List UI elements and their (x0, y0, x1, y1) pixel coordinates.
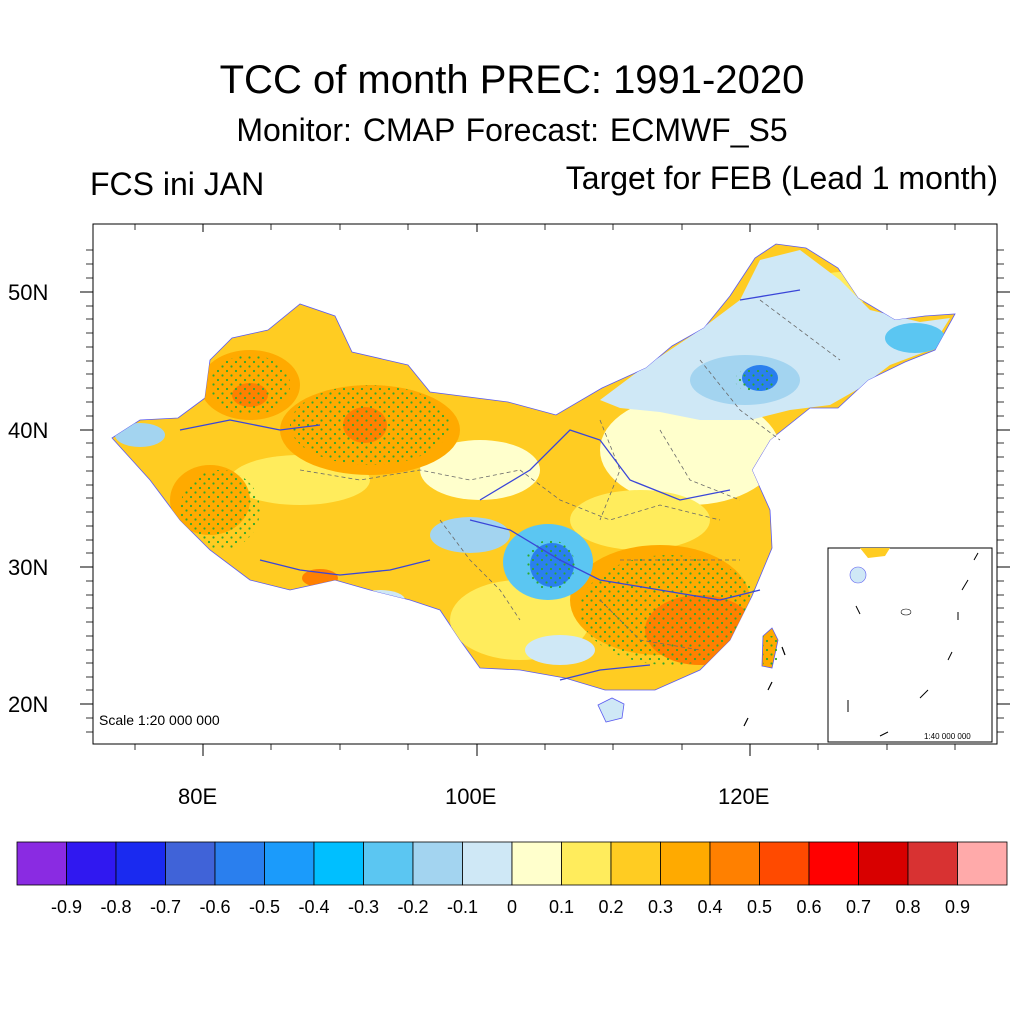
colorbar-tick-label: 0.9 (944, 897, 971, 917)
province-borders (299, 299, 841, 651)
map-scale-label: Scale 1:20 000 000 (99, 712, 220, 728)
inset-hainan (849, 566, 867, 584)
colorbar-cell (66, 841, 117, 886)
colorbar-tick-label: 0.5 (746, 897, 773, 917)
river-amur (739, 289, 801, 301)
river-yellow (479, 429, 731, 501)
river-yangtze (469, 519, 761, 601)
colorbar-cell (363, 841, 414, 886)
taiwan-stipple (763, 636, 777, 666)
stipple-southwest (180, 470, 260, 550)
stipple-xinjiang (290, 385, 450, 465)
stipple-innermongolia (735, 368, 775, 392)
colorbar-tick-label: -0.5 (248, 897, 281, 917)
lat-label-40n: 40N (8, 418, 49, 443)
colorbar-cell (462, 841, 513, 886)
colorbar-tick-label: -0.6 (199, 897, 231, 917)
colorbar-tick-label: -0.1 (446, 897, 479, 917)
lightblue-zone-north (600, 250, 950, 420)
colorbar-tick-label: 0.7 (845, 897, 872, 917)
colorbar-tick-label: 0.1 (548, 897, 575, 917)
colorbar-tick-label: 0.2 (598, 897, 624, 917)
colorbar-cell (907, 841, 958, 886)
colorbar-cell (165, 841, 216, 886)
south-china-sea-inset (827, 547, 993, 743)
colorbar-cell (511, 841, 562, 886)
target-label: Target for FEB (Lead 1 month) (565, 160, 998, 196)
china-mainland (111, 243, 956, 691)
colorbar-cell (957, 841, 1008, 886)
init-label: FCS ini JAN (90, 166, 265, 202)
colorbar-cell (214, 841, 265, 886)
colorbar-cell (808, 841, 859, 886)
colorbar-cell (115, 841, 166, 886)
colorbar-tick-label: 0 (506, 897, 517, 917)
colorbar-tick-label: 0.8 (895, 897, 921, 917)
colorbar-cell (709, 841, 760, 886)
colorbar-tick-label: -0.8 (100, 897, 132, 917)
sea-boundary-dashes (743, 646, 786, 727)
colorbar-cell (561, 841, 612, 886)
figure-subtitle: Monitor: CMAP Forecast: ECMWF_S5 (236, 112, 788, 148)
blue-zone-northeast (885, 323, 945, 353)
colorbar-tick-label: 0.4 (697, 897, 723, 917)
colorbar-cell (660, 841, 711, 886)
colorbar-tick-label: -0.3 (347, 897, 380, 917)
colorbar-cell (610, 841, 661, 886)
colorbar-cell (759, 841, 810, 886)
colorbar-tick-label: 0.3 (647, 897, 674, 917)
lon-label-120e: 120E (718, 784, 770, 809)
river-pearl (559, 664, 651, 681)
rivers (179, 289, 801, 681)
lon-label-100e: 100E (445, 784, 497, 809)
colorbar-cell (16, 841, 67, 886)
lightblue-zone-qinghai (430, 517, 510, 553)
colorbar-tick-label: -0.7 (149, 897, 182, 917)
stipple-sichuan (525, 540, 575, 590)
river-yarlung (259, 559, 431, 576)
colorbar-tick-label: -0.9 (50, 897, 83, 917)
colorbar-tick-label: -0.2 (397, 897, 429, 917)
lat-label-30n: 30N (8, 555, 49, 580)
colorbar-tick-label: 0.6 (796, 897, 822, 917)
colorbar-cell (858, 841, 909, 886)
river-tarim (179, 419, 321, 431)
inset-dashes (847, 552, 979, 737)
lat-label-50n: 50N (8, 280, 49, 305)
inset-mainland (860, 548, 890, 558)
inset-island (900, 608, 912, 616)
colorbar-cell (412, 841, 463, 886)
figure-title: TCC of month PREC: 1991-2020 (219, 58, 805, 102)
stipple-west (210, 355, 290, 415)
colorbar-cell (264, 841, 315, 886)
colorbar-tick-label: -0.4 (298, 897, 330, 917)
stipple-south (580, 555, 760, 665)
colorbar (16, 841, 1008, 886)
colorbar-cell (313, 841, 364, 886)
lightblue-zone-yunnan (525, 635, 595, 665)
pale-zone-north-china (600, 395, 780, 505)
axis-ticks (80, 224, 1010, 756)
minor-ticks (86, 224, 1004, 750)
yellow-zone-central (570, 490, 710, 550)
pale-zone-qinghai (420, 440, 540, 500)
lat-label-20n: 20N (8, 692, 49, 717)
hainan-island (597, 697, 625, 723)
lon-label-80e: 80E (178, 784, 218, 809)
inset-scale-label: 1:40 000 000 (924, 732, 971, 741)
lightblue-zone-far-west (115, 423, 165, 447)
